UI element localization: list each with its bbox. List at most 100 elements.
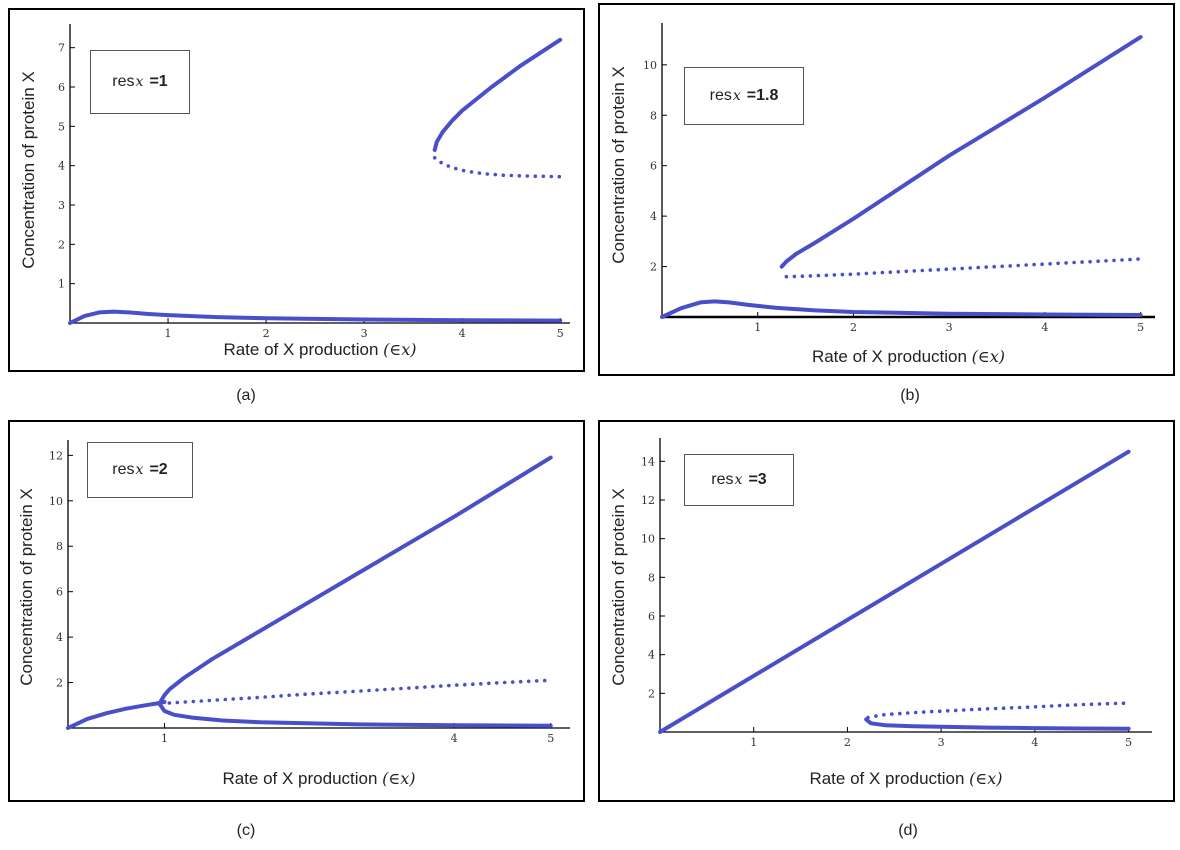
x-tick-label: 1	[750, 736, 757, 749]
series-dotted-point	[984, 265, 988, 269]
series-dotted-point	[383, 687, 387, 692]
panel-caption-a: (a)	[236, 387, 256, 404]
y-tick-label: 12	[49, 449, 63, 462]
series-dotted-point	[518, 679, 523, 684]
series-dotted-point	[816, 273, 821, 278]
series-solid-curve	[157, 702, 553, 728]
x-tick-label: 4	[1031, 736, 1038, 749]
series-solid-curve	[66, 699, 167, 730]
series-dotted-point	[880, 270, 885, 275]
series-dotted-point	[912, 269, 917, 273]
series-dotted-point	[534, 679, 539, 683]
series-dotted-point	[840, 272, 845, 277]
series-dotted-point	[953, 708, 958, 713]
y-tick-label: 6	[58, 81, 65, 94]
series-dotted-point	[463, 682, 467, 687]
series-dotted-point	[952, 267, 957, 271]
series-dotted-point	[961, 708, 966, 712]
series-dotted-point	[976, 265, 980, 270]
legend-subscript: x	[732, 88, 741, 104]
series-dotted-point	[501, 173, 506, 177]
series-dotted-point	[271, 694, 276, 699]
x-tick-label: 3	[946, 321, 953, 334]
series-dotted-point	[1057, 703, 1062, 708]
series-dotted-point	[921, 710, 926, 714]
legend-subscript: x	[135, 462, 144, 478]
series-dotted-point	[319, 691, 323, 696]
series-dotted-point	[866, 715, 870, 720]
y-tick-label: 14	[641, 455, 655, 468]
series-dotted-point	[929, 709, 934, 714]
x-tick-label: 5	[557, 327, 564, 340]
x-axis-title: Rate of X production (∈x)	[809, 769, 1002, 788]
x-axis-title-text: Rate of X production	[809, 769, 969, 788]
series-solid-curve	[779, 35, 1143, 269]
panel-caption-c: (c)	[236, 822, 256, 839]
series-dotted-point	[888, 270, 893, 275]
legend-prefix: res	[112, 73, 135, 90]
series-dotted-point	[882, 713, 886, 717]
series-dotted-point	[439, 684, 443, 688]
series-dotted-point	[1024, 263, 1028, 267]
series-dotted-point	[968, 266, 972, 270]
y-axis-title: Concentration of protein X	[19, 71, 38, 269]
chart-a-svg: 1 2 3 4 5 1 2 3 4 5 6 7 Rate of X production (∈x) Con…	[19, 24, 570, 359]
y-tick-label: 10	[49, 495, 63, 508]
series-dotted-point	[509, 173, 514, 178]
series-dotted-point	[1104, 259, 1108, 263]
legend-box-d: res x =3	[684, 454, 794, 506]
series-dotted-point	[1016, 263, 1020, 268]
series-dotted-point	[898, 711, 902, 716]
series-dotted-point	[792, 274, 797, 279]
series-dotted-point	[423, 685, 427, 689]
x-tick-label: 5	[1137, 321, 1144, 334]
series-solid-curve	[68, 309, 563, 325]
series-dotted-point	[183, 700, 188, 704]
series-dotted-point	[494, 681, 499, 685]
series-dotted-point	[1064, 261, 1068, 265]
legend-subscript: x	[734, 472, 743, 488]
series-dotted-point	[461, 168, 466, 173]
series-dotted-point	[1073, 703, 1078, 707]
series-dotted-point	[832, 273, 837, 277]
series-dotted-point	[375, 688, 379, 692]
series-dotted-point	[944, 267, 949, 272]
series-dotted-point	[549, 174, 554, 179]
x-tick-label: 1	[754, 321, 761, 334]
x-axis-title-text: Rate of X production	[223, 340, 383, 359]
series-dotted-point	[1080, 260, 1084, 264]
legend-box-c: res x =2	[87, 442, 193, 498]
series-dotted-point	[1033, 705, 1038, 709]
y-tick-label: 7	[58, 42, 65, 55]
x-tick-label: 2	[850, 321, 857, 334]
y-tick-label: 4	[650, 210, 657, 223]
y-axis-title: Concentration of protein X	[609, 488, 628, 686]
x-axis-title-symbol: (∈x)	[969, 769, 1002, 788]
series-solid-curve	[660, 299, 1143, 319]
series-dotted-point	[1000, 264, 1004, 269]
series-dotted-point	[896, 270, 901, 274]
series-dotted-point	[431, 684, 435, 689]
y-tick-label: 8	[650, 109, 657, 122]
series-dotted-point	[945, 709, 950, 713]
series-dotted-point	[502, 680, 507, 685]
series-dotted-point	[937, 709, 942, 713]
y-tick-label: 10	[643, 59, 657, 72]
series-dotted-point	[343, 690, 347, 694]
x-tick-label: 5	[547, 732, 554, 745]
series-solid-curve	[432, 37, 563, 152]
series-dotted-point	[215, 698, 220, 702]
series-dotted-point	[1032, 262, 1036, 267]
series-dotted-point	[525, 174, 530, 178]
series-dotted-point	[872, 271, 877, 275]
x-tick-label: 4	[451, 732, 458, 745]
chart-b-svg: 1 2 3 4 5 2 4 6 8 10 Rate of X production (∈x) Conc…	[609, 23, 1155, 366]
series-dotted-point	[359, 689, 363, 693]
series-dotted-point	[439, 160, 443, 165]
series-dotted-point	[1112, 258, 1116, 263]
y-tick-label: 2	[56, 677, 63, 690]
series-dotted-point	[1089, 702, 1094, 706]
y-tick-label: 6	[650, 160, 657, 173]
series-dotted-point	[1041, 704, 1046, 709]
legend-box-a: res x =1	[90, 50, 190, 114]
